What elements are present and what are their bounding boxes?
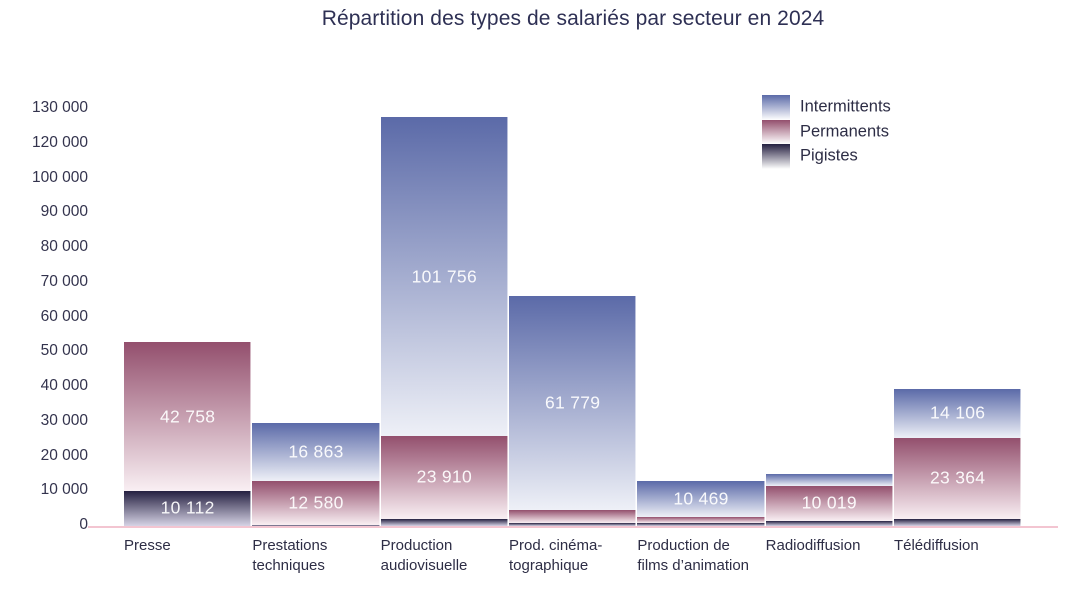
bar-value-label: 101 756 xyxy=(411,266,477,287)
y-axis-tick-label: 30 000 xyxy=(40,411,88,429)
bar-value-label: 12 580 xyxy=(288,492,344,513)
x-axis-category-label: Production audiovisuelle xyxy=(380,537,468,574)
bar-segment-pigistes xyxy=(637,523,765,526)
y-axis-tick-label: 130 000 xyxy=(31,99,88,116)
bar-segment-intermittents: 101 756 xyxy=(380,117,508,436)
x-axis-category-label: Presse xyxy=(124,537,171,554)
bar-segment-intermittents: 61 779 xyxy=(508,295,637,511)
y-axis-tick-label: 100 000 xyxy=(31,168,88,186)
y-axis-tick-label: 120 000 xyxy=(31,133,88,151)
legend-swatch-permanents xyxy=(762,119,790,144)
y-axis-tick-label: 10 000 xyxy=(40,481,88,499)
bar-value-label: 10 112 xyxy=(160,497,215,518)
chart-title: Répartition des types de salariés par se… xyxy=(321,7,825,30)
bar-segment-intermittents xyxy=(765,473,893,486)
bar-segment-pigistes xyxy=(765,520,893,526)
y-axis-tick-label: 70 000 xyxy=(40,272,88,290)
bar-value-label: 42 758 xyxy=(160,406,216,427)
x-axis-category-label: Prestations techniques xyxy=(252,537,328,574)
bar-segment-permanents: 23 364 xyxy=(893,437,1022,520)
y-axis-tick-label: 80 000 xyxy=(40,238,88,255)
y-axis-tick-label: 90 000 xyxy=(40,203,88,221)
bar-segment-permanents: 42 758 xyxy=(124,342,252,491)
bar-segment-permanents xyxy=(508,510,637,523)
bar-segment-intermittents: 14 106 xyxy=(893,388,1022,438)
bar-value-label: 23 910 xyxy=(416,466,472,487)
bar-segment-permanents: 10 019 xyxy=(765,485,893,521)
bar-segment-intermittents: 10 469 xyxy=(637,480,765,517)
x-axis-category-label: Radiodiffusion xyxy=(765,537,861,554)
y-axis-tick-label: 40 000 xyxy=(40,377,88,394)
bar-segment-pigistes xyxy=(508,522,637,526)
bar-value-label: 23 364 xyxy=(929,467,986,488)
bar-segment-pigistes xyxy=(252,524,380,526)
bar-segment-pigistes xyxy=(893,519,1022,526)
x-axis-baseline xyxy=(88,526,1058,528)
bar-segment-permanents: 12 580 xyxy=(252,481,380,525)
legend-swatch-intermittents xyxy=(762,95,790,120)
x-axis-category-label: Télédiffusion xyxy=(893,537,979,554)
x-axis-category-label: Production de films d’animation xyxy=(637,537,750,574)
y-axis-tick-label: 60 000 xyxy=(40,307,88,325)
bar-segment-pigistes: 10 112 xyxy=(124,490,252,526)
legend-label: Pigistes xyxy=(800,146,858,165)
legend-label: Permanents xyxy=(800,122,889,141)
bar-value-label: 10 019 xyxy=(801,492,857,513)
y-axis-tick-label: 50 000 xyxy=(40,342,88,360)
bar-segment-permanents xyxy=(637,516,765,524)
bar-segment-pigistes xyxy=(380,519,508,526)
y-axis-tick-label: 0 xyxy=(79,516,88,533)
bar-value-label: 14 106 xyxy=(929,402,986,423)
x-axis-category-label: Prod. cinéma- tographique xyxy=(508,537,603,574)
legend-label: Intermittents xyxy=(800,97,891,116)
bar-segment-intermittents: 16 863 xyxy=(252,422,380,482)
legend-swatch-pigistes xyxy=(762,144,790,169)
y-axis-tick-label: 20 000 xyxy=(40,446,88,464)
bar-value-label: 16 863 xyxy=(288,441,344,462)
bar-value-label: 10 469 xyxy=(673,488,729,509)
bar-segment-permanents: 23 910 xyxy=(380,435,508,520)
bar-value-label: 61 779 xyxy=(544,392,601,413)
